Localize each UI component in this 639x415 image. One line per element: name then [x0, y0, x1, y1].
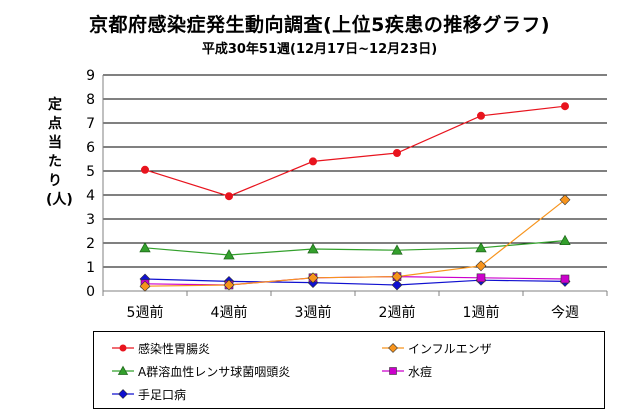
legend-swatch-2 [112, 365, 134, 375]
x-tick-label-0: 5週前 [127, 304, 164, 321]
legend-swatch-4 [112, 389, 134, 399]
legend-label-0: 感染性胃腸炎 [138, 341, 211, 356]
series-line-4 [144, 278, 566, 286]
data-point-0-4 [477, 111, 485, 120]
series-4 [139, 273, 571, 291]
x-tick-label-3: 2週前 [379, 304, 416, 321]
y-tick-label-4: 4 [86, 188, 95, 204]
legend-item-series-3: 水痘 [382, 361, 432, 381]
data-point-2-1 [223, 249, 235, 260]
data-point-1-5 [559, 194, 571, 206]
data-point-1-3 [391, 271, 403, 283]
legend-item-series-2: A群溶血性レンサ球菌咽頭炎 [112, 361, 290, 381]
data-point-0-1 [225, 192, 233, 201]
legend-item-series-4: 手足口病 [112, 384, 186, 404]
data-point-4-3 [391, 279, 403, 291]
legend-marker-2 [117, 365, 129, 375]
legend-label-3: 水痘 [408, 364, 433, 379]
data-point-2-5 [559, 234, 571, 246]
legend-marker-0 [119, 344, 127, 352]
data-point-0-5 [561, 102, 569, 111]
y-tick-label-7: 7 [86, 116, 95, 132]
chart-title: 京都府感染症発生動向調査(上位5疾患の推移グラフ) [88, 14, 551, 36]
y-tick-label-6: 6 [86, 140, 95, 156]
legend: 感染性胃腸炎 インフルエンザ A群溶血性レンサ球菌咽頭炎 水痘 手足口病 [93, 331, 605, 409]
chart-subtitle: 平成30年51週(12月17日~12月23日) [201, 42, 438, 57]
legend-swatch-0 [112, 344, 134, 352]
y-tick-label-3: 3 [86, 212, 95, 228]
data-point-2-4 [475, 241, 487, 253]
x-tick-label-4: 1週前 [463, 304, 500, 321]
series-2 [139, 234, 571, 260]
data-point-3-4 [476, 273, 486, 283]
data-point-1-1 [223, 279, 235, 291]
y-tick-label-5: 5 [86, 164, 95, 180]
data-point-1-0 [139, 280, 151, 292]
y-tick-label-2: 2 [86, 236, 95, 252]
data-point-1-4 [475, 260, 487, 272]
data-point-0-2 [309, 157, 317, 166]
legend-item-series-1: インフルエンザ [382, 338, 492, 358]
y-tick-label-0: 0 [86, 284, 95, 300]
legend-marker-1 [388, 343, 398, 353]
legend-marker-4 [118, 389, 128, 399]
legend-item-series-0: 感染性胃腸炎 [112, 338, 210, 358]
legend-swatch-1 [382, 343, 404, 353]
data-point-2-3 [391, 244, 403, 255]
series-line-1 [144, 199, 566, 287]
data-point-3-5 [560, 274, 570, 284]
legend-swatch-3 [382, 367, 404, 375]
data-point-2-0 [139, 241, 151, 253]
data-point-0-3 [393, 149, 401, 157]
data-point-0-0 [141, 165, 149, 174]
legend-label-1: インフルエンザ [408, 341, 492, 356]
legend-marker-3 [389, 367, 397, 375]
x-tick-label-2: 3週前 [295, 304, 332, 321]
legend-label-4: 手足口病 [138, 387, 187, 402]
y-tick-label-8: 8 [86, 92, 95, 108]
series-line-0 [144, 105, 566, 197]
data-point-1-2 [307, 272, 319, 284]
legend-label-2: A群溶血性レンサ球菌咽頭炎 [138, 364, 291, 379]
data-point-2-2 [307, 243, 319, 254]
x-tick-label-5: 今週 [551, 305, 579, 321]
series-0 [141, 102, 569, 201]
series-1 [139, 194, 571, 292]
x-tick-label-1: 4週前 [211, 304, 248, 321]
y-tick-label-9: 9 [86, 68, 95, 84]
series-line-2 [144, 240, 566, 256]
y-tick-label-1: 1 [86, 260, 95, 276]
